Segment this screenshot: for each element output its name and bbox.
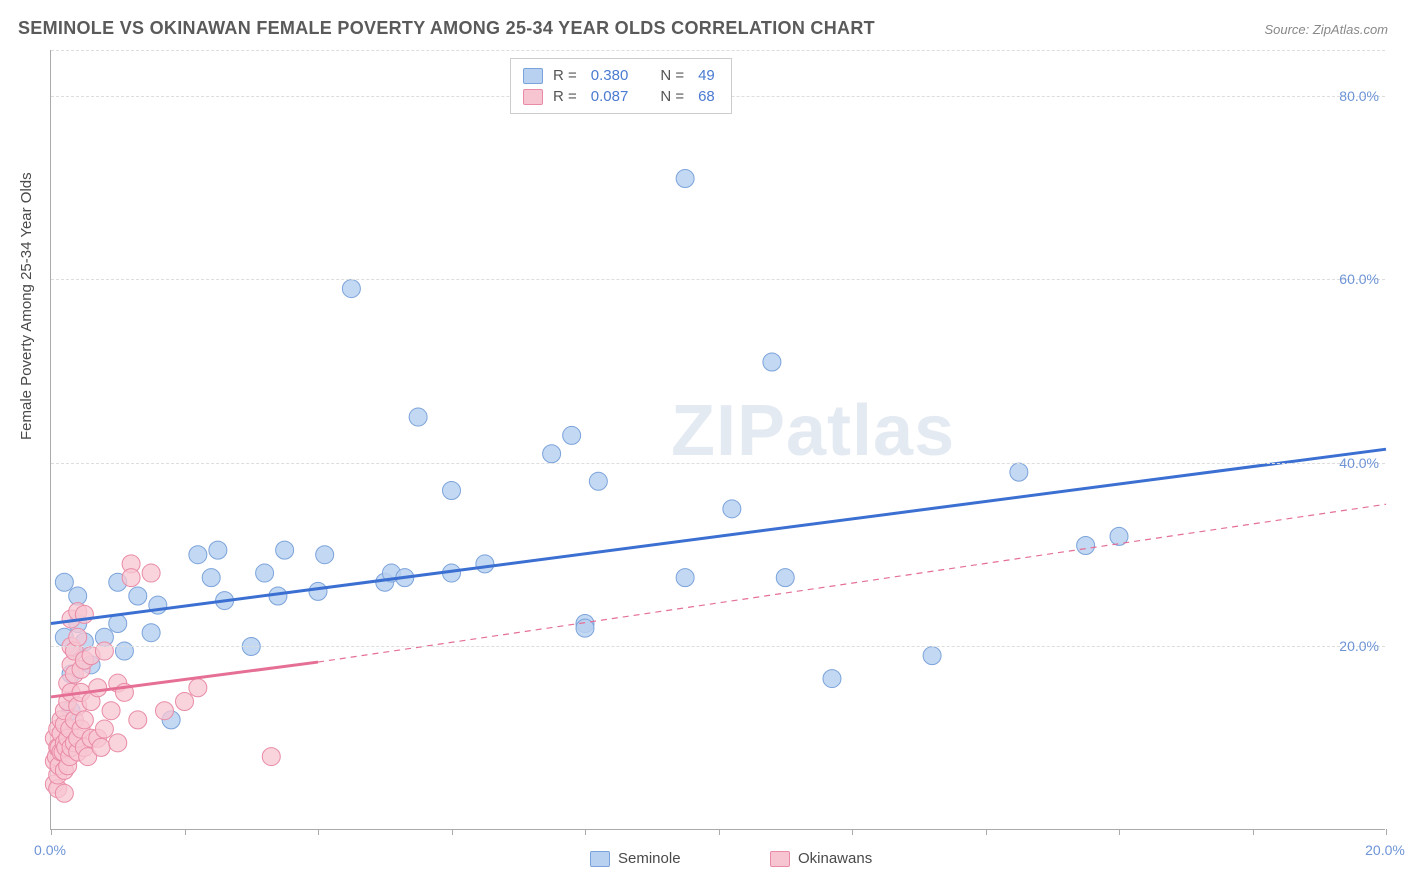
data-point bbox=[256, 564, 274, 582]
data-point bbox=[142, 624, 160, 642]
gridline-h bbox=[51, 279, 1385, 280]
data-point bbox=[276, 541, 294, 559]
chart-source: Source: ZipAtlas.com bbox=[1264, 22, 1388, 37]
stat-r-label: R = bbox=[553, 67, 577, 84]
legend-seminole: Seminole bbox=[590, 850, 681, 867]
data-point bbox=[723, 500, 741, 518]
x-tick bbox=[185, 829, 186, 835]
data-point bbox=[75, 711, 93, 729]
data-point bbox=[89, 679, 107, 697]
x-tick bbox=[852, 829, 853, 835]
x-tick bbox=[1119, 829, 1120, 835]
data-point bbox=[129, 711, 147, 729]
data-point bbox=[589, 472, 607, 490]
legend-swatch-seminole bbox=[590, 851, 610, 867]
data-point bbox=[309, 582, 327, 600]
data-point bbox=[676, 569, 694, 587]
stat-n-value: 49 bbox=[694, 67, 719, 84]
legend-label: Okinawans bbox=[798, 850, 872, 867]
chart-title: SEMINOLE VS OKINAWAN FEMALE POVERTY AMON… bbox=[18, 18, 875, 39]
x-tick bbox=[719, 829, 720, 835]
y-tick-label: 40.0% bbox=[1339, 455, 1379, 471]
x-tick bbox=[452, 829, 453, 835]
data-point bbox=[476, 555, 494, 573]
data-point bbox=[95, 642, 113, 660]
data-point bbox=[209, 541, 227, 559]
stat-swatch bbox=[523, 68, 543, 84]
data-point bbox=[109, 734, 127, 752]
data-point bbox=[55, 784, 73, 802]
stat-n-value: 68 bbox=[694, 88, 719, 105]
stat-row: R = 0.087 N = 68 bbox=[523, 86, 719, 107]
data-point bbox=[155, 702, 173, 720]
y-tick-label: 80.0% bbox=[1339, 88, 1379, 104]
data-point bbox=[262, 748, 280, 766]
data-point bbox=[129, 587, 147, 605]
stat-r-value: 0.087 bbox=[587, 88, 633, 105]
legend-swatch-okinawans bbox=[770, 851, 790, 867]
data-point bbox=[202, 569, 220, 587]
y-tick-label: 20.0% bbox=[1339, 638, 1379, 654]
data-point bbox=[1077, 537, 1095, 555]
stat-swatch bbox=[523, 89, 543, 105]
data-point bbox=[823, 670, 841, 688]
data-point bbox=[176, 693, 194, 711]
stat-r-value: 0.380 bbox=[587, 67, 633, 84]
data-point bbox=[55, 573, 73, 591]
data-point bbox=[543, 445, 561, 463]
correlation-stats-box: R = 0.380 N = 49 R = 0.087 N = 68 bbox=[510, 58, 732, 114]
x-tick bbox=[986, 829, 987, 835]
data-point bbox=[676, 169, 694, 187]
y-axis-label: Female Poverty Among 25-34 Year Olds bbox=[18, 172, 35, 440]
data-point bbox=[763, 353, 781, 371]
stat-row: R = 0.380 N = 49 bbox=[523, 65, 719, 86]
gridline-h bbox=[51, 50, 1385, 51]
x-tick bbox=[1253, 829, 1254, 835]
data-point bbox=[316, 546, 334, 564]
data-point bbox=[776, 569, 794, 587]
stat-n-label: N = bbox=[660, 67, 684, 84]
data-point bbox=[69, 628, 87, 646]
data-point bbox=[1010, 463, 1028, 481]
data-point bbox=[95, 720, 113, 738]
legend-label: Seminole bbox=[618, 850, 681, 867]
x-tick bbox=[585, 829, 586, 835]
x-tick-label: 0.0% bbox=[34, 842, 66, 858]
chart-plot-area: ZIPatlas 20.0%40.0%60.0%80.0% bbox=[50, 50, 1385, 830]
x-tick-label: 20.0% bbox=[1365, 842, 1405, 858]
chart-header: SEMINOLE VS OKINAWAN FEMALE POVERTY AMON… bbox=[18, 18, 1388, 39]
data-point bbox=[563, 426, 581, 444]
y-tick-label: 60.0% bbox=[1339, 271, 1379, 287]
data-point bbox=[102, 702, 120, 720]
data-point bbox=[443, 481, 461, 499]
data-point bbox=[109, 615, 127, 633]
x-tick bbox=[318, 829, 319, 835]
x-tick bbox=[1386, 829, 1387, 835]
stat-n-label: N = bbox=[660, 88, 684, 105]
data-point bbox=[189, 546, 207, 564]
data-point bbox=[189, 679, 207, 697]
gridline-h bbox=[51, 463, 1385, 464]
chart-svg bbox=[51, 50, 1385, 829]
gridline-h bbox=[51, 646, 1385, 647]
stat-r-label: R = bbox=[553, 88, 577, 105]
data-point bbox=[122, 569, 140, 587]
data-point bbox=[342, 280, 360, 298]
x-tick bbox=[51, 829, 52, 835]
data-point bbox=[115, 642, 133, 660]
data-point bbox=[92, 738, 110, 756]
data-point bbox=[409, 408, 427, 426]
data-point bbox=[923, 647, 941, 665]
data-point bbox=[142, 564, 160, 582]
legend-okinawans: Okinawans bbox=[770, 850, 872, 867]
